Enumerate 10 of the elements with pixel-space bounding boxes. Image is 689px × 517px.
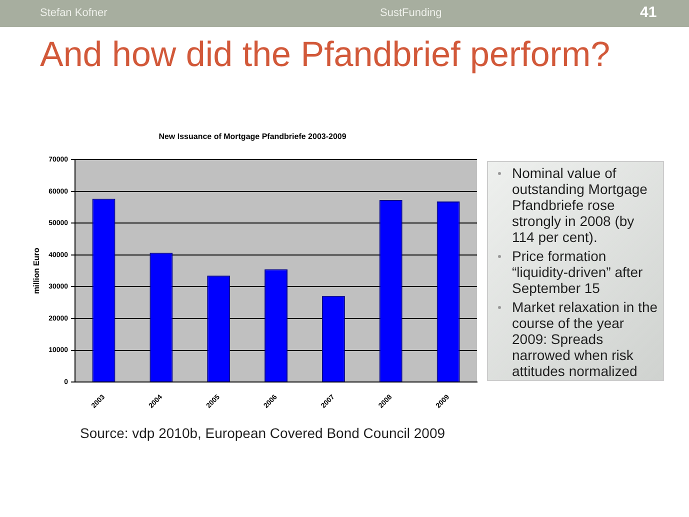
text: Price formation “liquidity-driven” after September 15 [511,248,644,296]
text: SustFunding [380,7,442,19]
text: And how did the Pfandbrief perform? [40,35,612,74]
text: Stefan Kofner [40,7,108,19]
chart-title: New Issuance of Mortgage Pfandbriefe 2003-2009 [158,132,347,142]
source-note: Source: vdp 2010b, European Covered Bond Council 2009 [80,425,446,441]
y-axis-title: million Euro [32,248,42,294]
text: Nominal value of outstanding Mortgage Pfandbriefe rose strongly in 2008 (by 114 per cent). [511,165,648,245]
text: 41 [640,4,657,21]
text: Market relaxation in the course of the year 2009: Spreads narrowed when risk attitudes normalized [511,299,659,379]
